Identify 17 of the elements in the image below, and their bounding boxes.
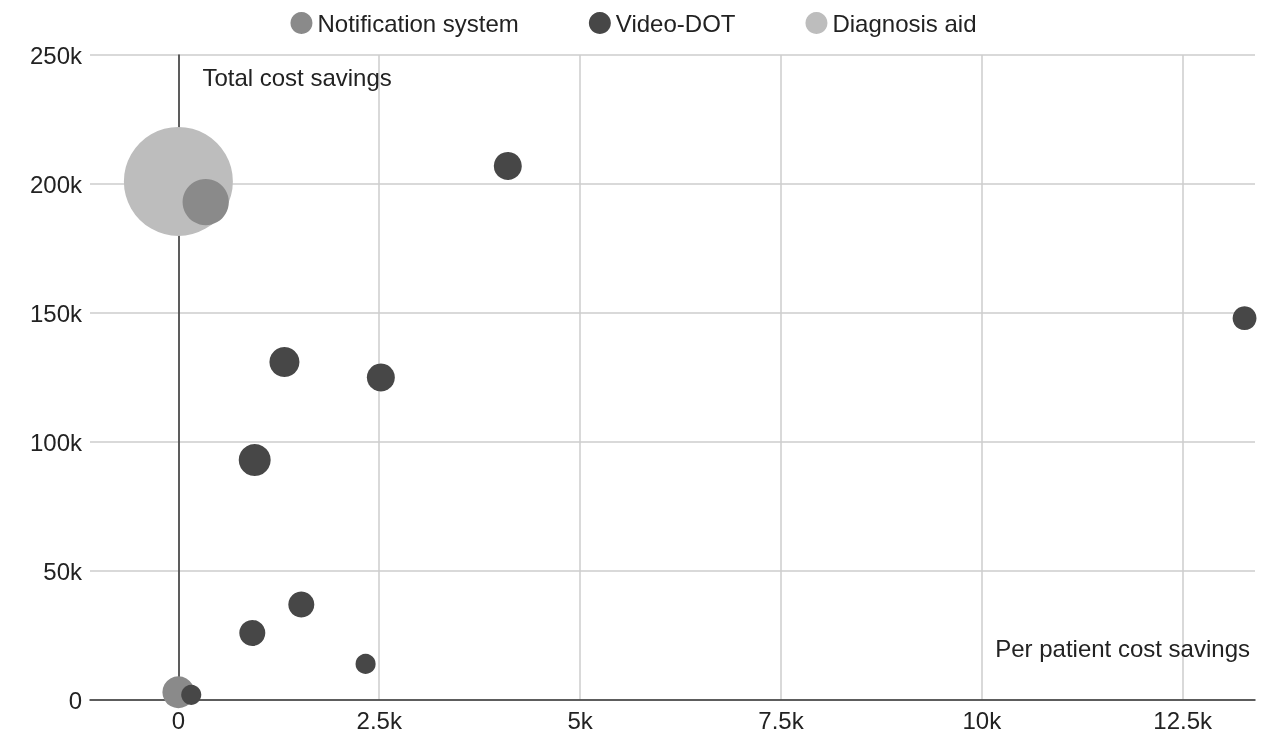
x-tick-label: 10k	[962, 706, 1003, 734]
x-tick-label: 5k	[567, 706, 594, 734]
y-tick-label: 150k	[29, 299, 83, 327]
x-tick-label: 0	[171, 706, 186, 734]
y-axis-title: Total cost savings	[202, 63, 392, 91]
x-axis-title: Per patient cost savings	[995, 634, 1250, 662]
legend-label: Notification system	[317, 9, 519, 37]
x-tick-label: 12.5k	[1153, 706, 1214, 734]
y-tick-label: 100k	[29, 428, 83, 456]
x-tick-label: 2.5k	[356, 706, 403, 734]
y-tick-label: 0	[68, 686, 82, 714]
legend-label: Diagnosis aid	[832, 9, 977, 37]
y-tick-label: 200k	[29, 170, 83, 198]
x-tick-label: 7.5k	[758, 706, 805, 734]
legend-label: Video-DOT	[615, 9, 736, 37]
y-tick-label: 250k	[29, 41, 83, 69]
y-tick-label: 50k	[43, 557, 83, 585]
